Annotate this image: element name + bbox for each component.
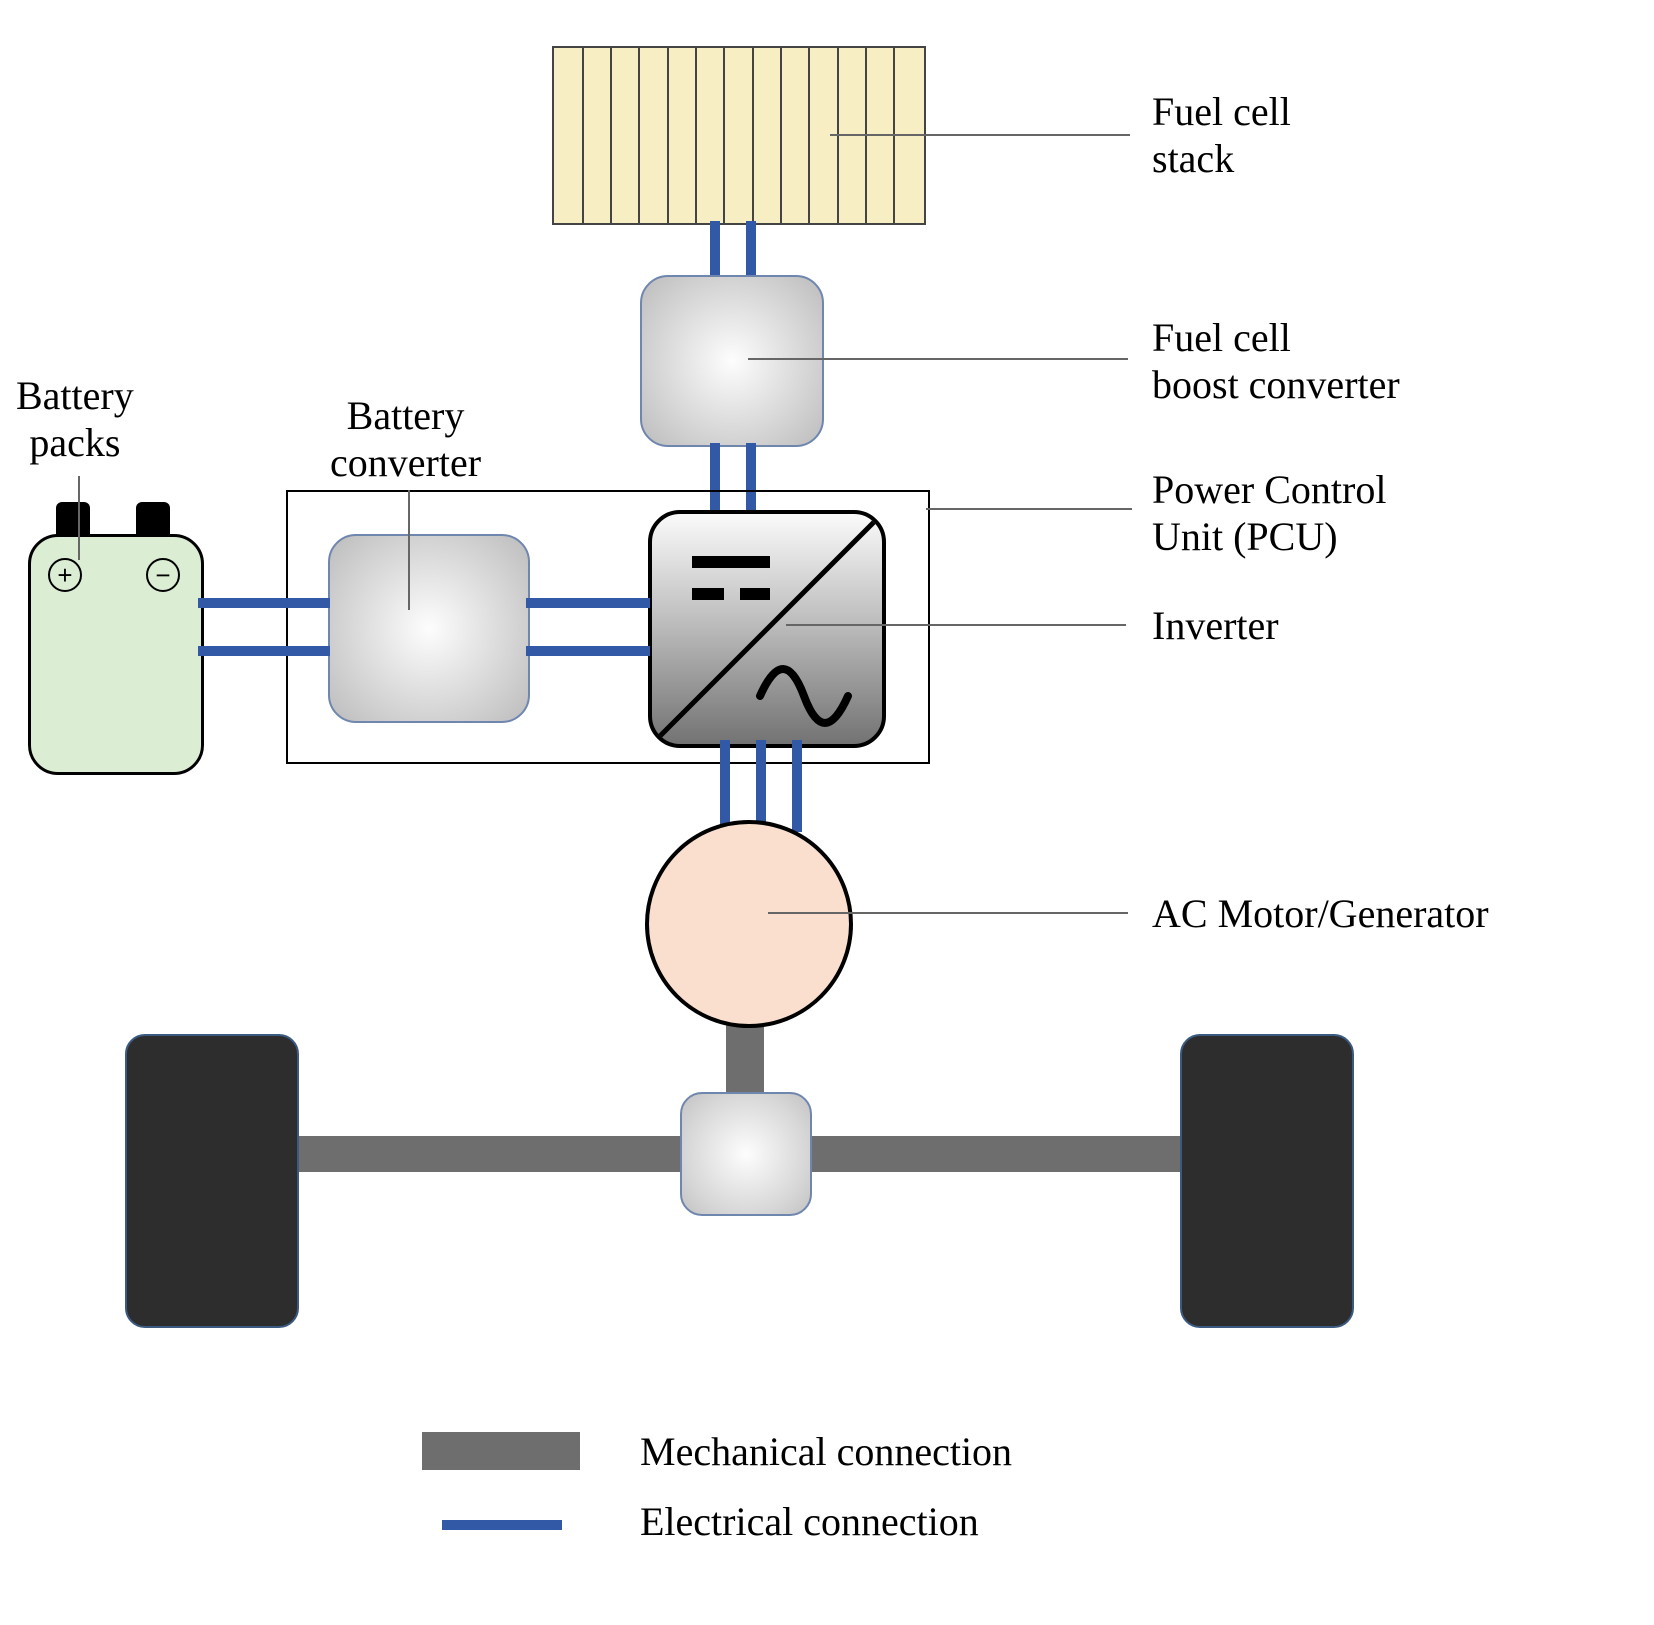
- inverter: [648, 510, 886, 748]
- legend-electrical-swatch: [442, 1520, 562, 1530]
- electrical-wire: [710, 221, 720, 276]
- label-fuel-cell-stack: Fuel cell stack: [1152, 88, 1291, 182]
- boost-converter: [640, 275, 824, 447]
- legend-mechanical-label: Mechanical connection: [640, 1428, 1012, 1475]
- wheel-left: [125, 1034, 299, 1328]
- wheel-right: [1180, 1034, 1354, 1328]
- battery-converter: [328, 534, 530, 723]
- electrical-wire: [526, 598, 650, 608]
- electrical-wire: [198, 598, 330, 608]
- leader-line: [768, 912, 1128, 914]
- legend-mechanical-swatch: [422, 1432, 580, 1470]
- leader-line: [830, 134, 1130, 136]
- battery-minus-icon: −: [146, 558, 180, 592]
- leader-line: [408, 490, 410, 610]
- label-battery-converter: Battery converter: [330, 392, 481, 486]
- electrical-wire: [526, 646, 650, 656]
- electrical-wire: [756, 740, 766, 822]
- leader-line: [78, 476, 80, 560]
- legend-electrical-label: Electrical connection: [640, 1498, 979, 1545]
- leader-line: [786, 624, 1126, 626]
- label-battery-packs: Battery packs: [16, 372, 134, 466]
- leader-line: [748, 358, 1128, 360]
- label-motor: AC Motor/Generator: [1152, 890, 1489, 937]
- label-boost-converter: Fuel cell boost converter: [1152, 314, 1400, 408]
- inverter-icon: [652, 514, 882, 744]
- battery-plus-icon: +: [48, 558, 82, 592]
- electrical-wire: [746, 221, 756, 276]
- ac-motor: [645, 820, 853, 1028]
- electrical-wire: [792, 740, 802, 832]
- electrical-wire: [720, 740, 730, 826]
- electrical-wire: [198, 646, 330, 656]
- label-pcu: Power Control Unit (PCU): [1152, 466, 1386, 560]
- differential: [680, 1092, 812, 1216]
- diagram-canvas: + − Fuel cell stack Fuel cell boost conv…: [0, 0, 1654, 1625]
- leader-line: [926, 508, 1132, 510]
- label-inverter: Inverter: [1152, 602, 1279, 649]
